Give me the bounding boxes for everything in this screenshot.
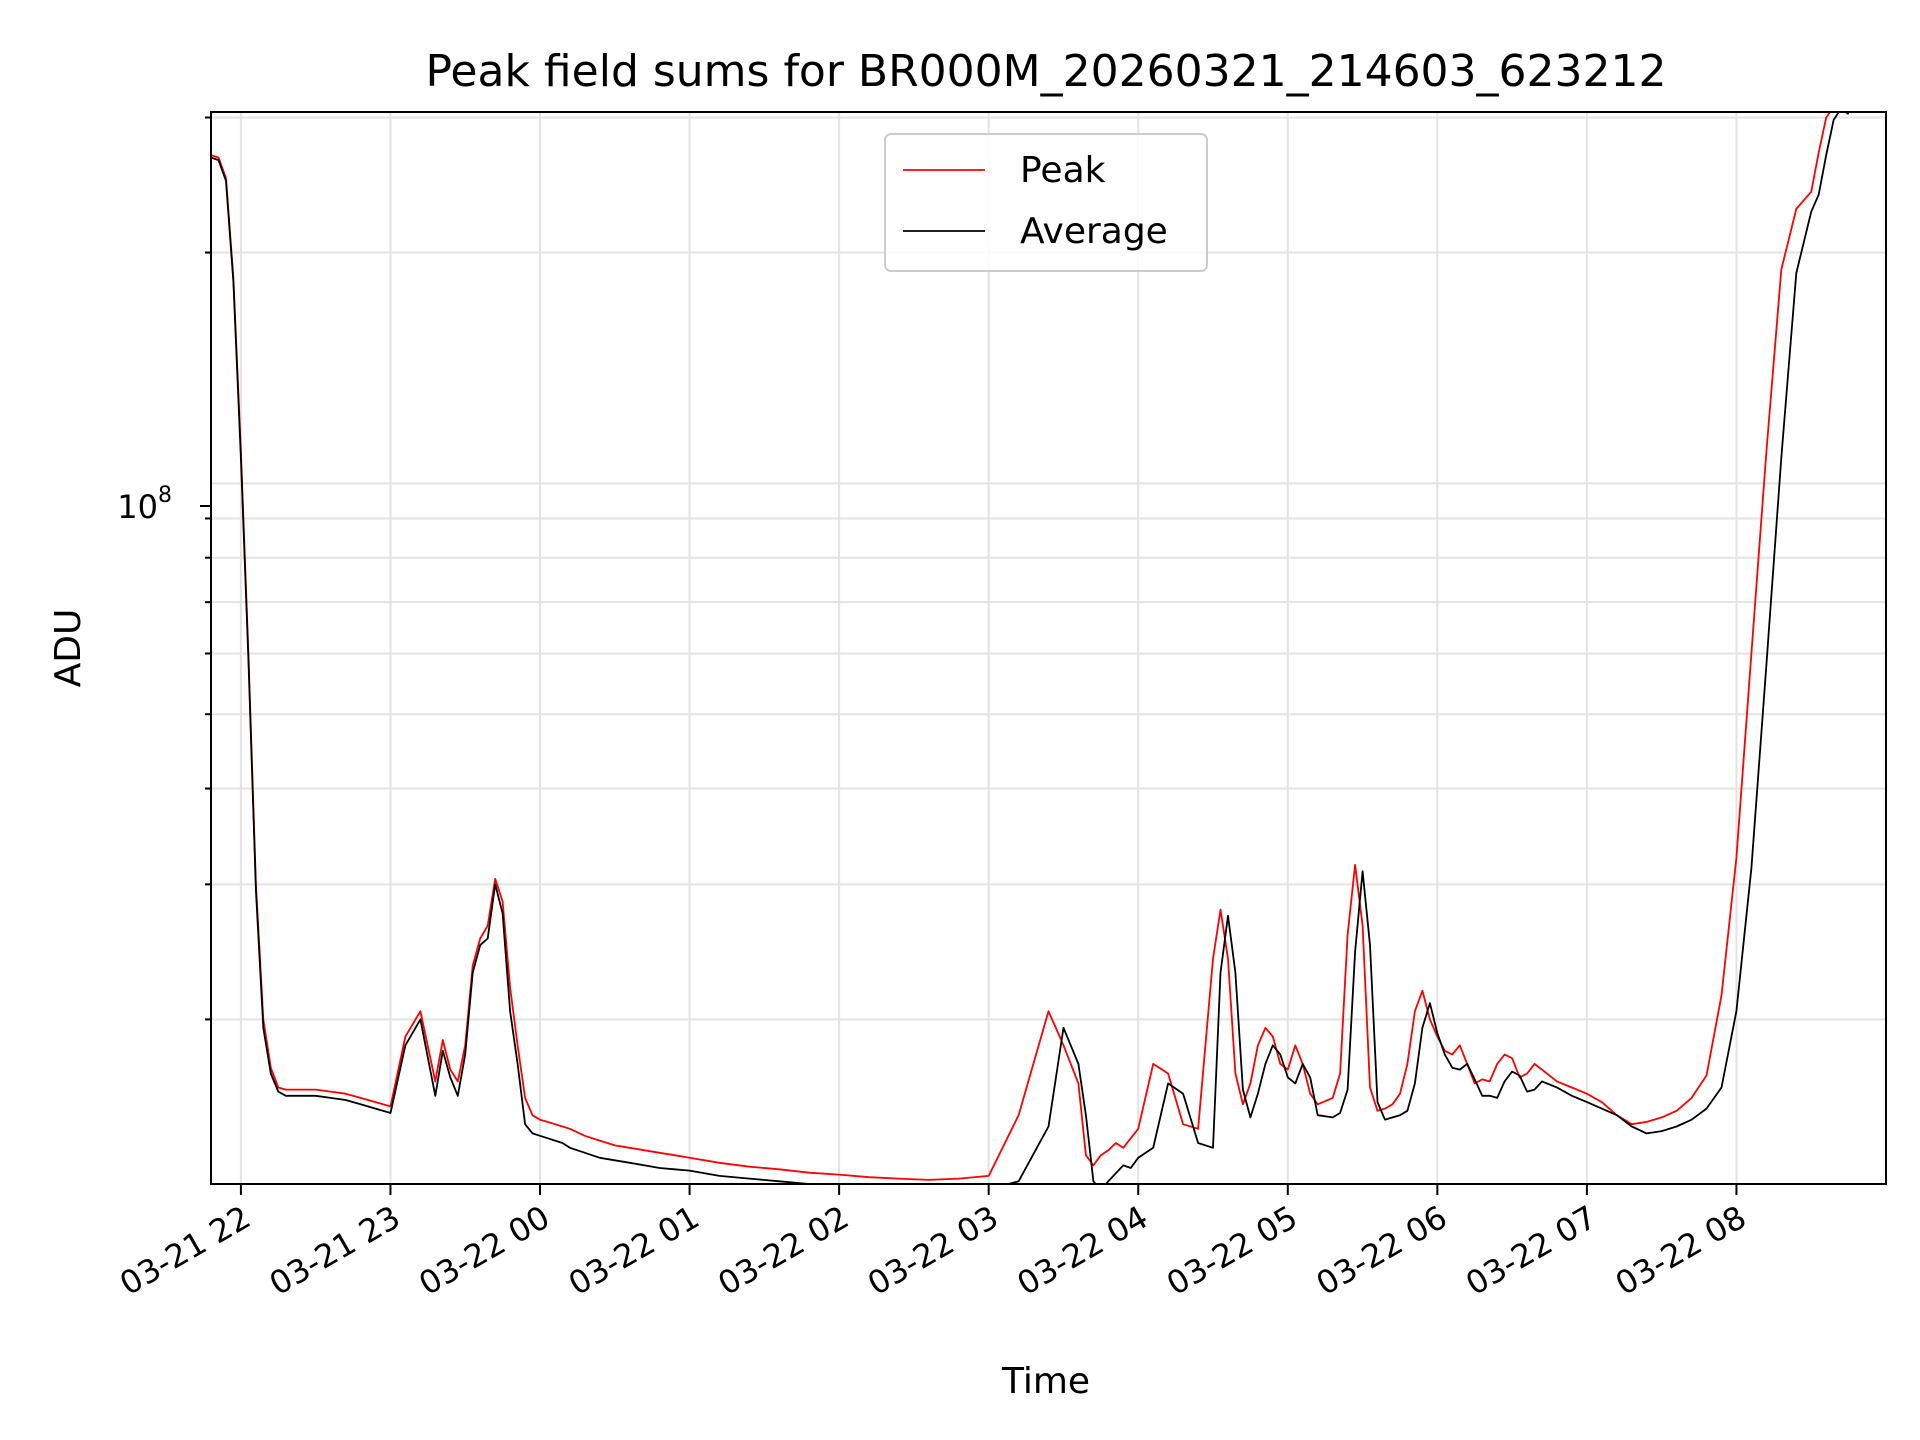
y-axis: 108 <box>117 116 211 1021</box>
series-line-peak <box>211 112 1842 1181</box>
legend-box <box>884 133 1208 272</box>
plot-frame <box>210 111 1887 1185</box>
series-line-average <box>211 112 1850 1184</box>
legend-label-peak: Peak <box>1020 150 1106 191</box>
plot-area <box>211 112 1850 1184</box>
y-tick-label-base: 10 <box>117 488 158 526</box>
legend-label-average: Average <box>1020 211 1168 252</box>
x-axis-label: Time <box>1001 1361 1090 1402</box>
chart-title: Peak field sums for BR000M_20260321_2146… <box>425 46 1666 97</box>
legend: Peak Average <box>884 133 1208 272</box>
y-axis-label: ADU <box>48 609 89 688</box>
y-tick-label-exponent: 8 <box>158 483 172 508</box>
y-major-tick-label: 108 <box>117 483 172 526</box>
